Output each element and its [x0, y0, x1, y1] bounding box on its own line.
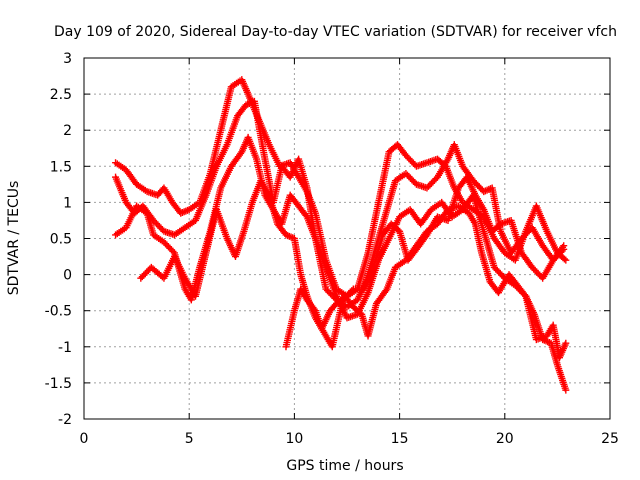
grid [84, 58, 610, 419]
data-point [562, 386, 570, 394]
x-tick-label: 0 [80, 431, 89, 447]
series-sat-e [282, 202, 570, 394]
data-point [562, 256, 570, 264]
data-point [302, 211, 310, 219]
x-tick-label: 15 [391, 431, 409, 447]
x-tick-label: 5 [185, 431, 194, 447]
data-point [559, 243, 567, 251]
y-tick-label: 2 [63, 123, 72, 139]
y-tick-label: 0.5 [50, 232, 72, 248]
y-tick-label: 2.5 [50, 87, 72, 103]
x-axis-label: GPS time / hours [286, 458, 403, 474]
data-point [562, 339, 570, 347]
y-tick-label: -0.5 [45, 304, 72, 320]
data-point [560, 242, 568, 250]
y-tick-label: 1 [63, 195, 72, 211]
series-sat-d [137, 173, 568, 351]
data-point [169, 247, 177, 255]
x-tick-label: 25 [601, 431, 619, 447]
axis-ticks: 0 5 10 15 20 25 -2 -1.5 -1 -0.5 0 0.5 1 1.5 2 2.5 3 [45, 51, 619, 447]
data-point [560, 255, 568, 263]
data-point [382, 287, 390, 295]
y-tick-label: 3 [63, 51, 72, 67]
data-point [310, 305, 318, 313]
y-tick-label: 1.5 [50, 159, 72, 175]
data-point [348, 287, 356, 295]
y-tick-label: -1 [58, 340, 72, 356]
y-tick-label: 0 [63, 268, 72, 284]
y-tick-label: -1.5 [45, 376, 72, 392]
x-tick-label: 10 [285, 431, 303, 447]
data-points [112, 76, 570, 394]
chart-title: Day 109 of 2020, Sidereal Day-to-day VTE… [54, 24, 617, 40]
x-tick-label: 20 [496, 431, 514, 447]
plot-frame [83, 57, 611, 420]
y-tick-label: -2 [58, 412, 72, 428]
y-axis-label: SDTVAR / TECUs [6, 181, 22, 296]
